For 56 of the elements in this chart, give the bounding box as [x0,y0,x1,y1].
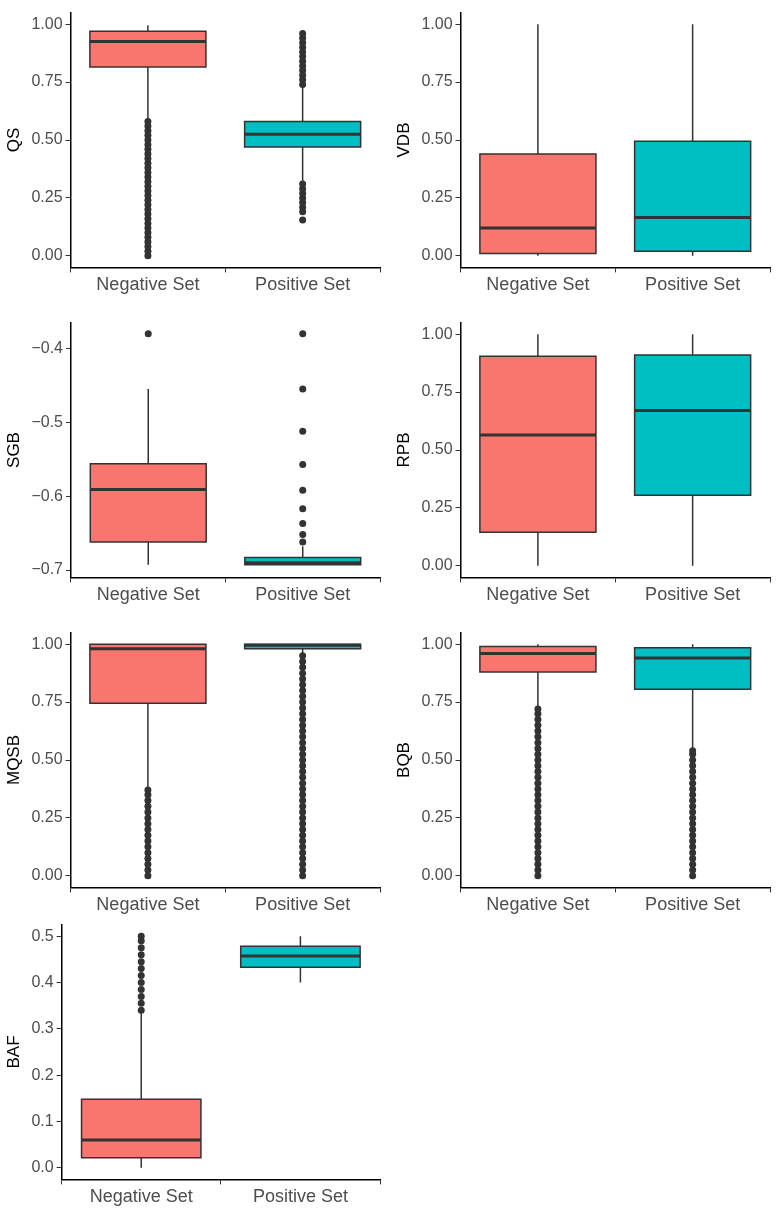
x-tick-label: Positive Set [645,274,741,295]
y-tick-label: 0.75 [31,692,63,710]
y-tick-label: 0.50 [421,750,453,768]
y-tick-label: 0.1 [31,1111,54,1129]
x-tick-label: Negative Set [486,584,590,605]
x-tick-label: Negative Set [486,274,590,295]
y-tick-label: 0.25 [421,808,453,826]
y-tick-label: 0.3 [31,1019,54,1037]
y-axis-title: QS [3,127,23,153]
y-tick-label: 0.50 [31,750,63,768]
y-tick-label: 0.00 [421,556,453,574]
y-tick-label: 0.00 [31,866,63,884]
x-tick-label: Positive Set [252,1186,348,1207]
y-axis-title: VDB [393,122,413,158]
y-tick-label: 0.25 [31,808,63,826]
y-tick-label: 0.25 [31,188,63,206]
y-tick-label: 0.00 [421,866,453,884]
y-tick-label: 0.50 [31,130,63,148]
y-axis-title: BQB [393,742,413,778]
x-tick-label: Positive Set [255,274,351,295]
y-tick-label: 0.00 [421,246,453,264]
x-tick-label: Negative Set [96,894,200,915]
y-tick-label: 0.2 [31,1065,54,1083]
y-tick-label: 0.0 [31,1158,54,1176]
x-tick-label: Negative Set [96,584,200,605]
y-tick-label: 1.00 [421,324,453,342]
y-axis-title: RPB [393,432,413,468]
y-tick-label: −0.4 [31,338,64,356]
y-axis-title: SGB [3,432,23,468]
y-tick-label: −0.5 [31,412,64,430]
y-tick-label: 0.75 [421,382,453,400]
y-tick-label: 0.00 [31,246,63,264]
y-tick-label: 0.25 [421,498,453,516]
y-tick-label: −0.6 [31,486,64,504]
y-tick-label: 0.75 [31,72,63,90]
x-tick-label: Negative Set [96,274,200,295]
y-tick-label: 0.50 [421,130,453,148]
y-tick-label: 1.00 [31,14,63,32]
y-tick-label: 0.4 [31,972,54,990]
y-tick-label: 0.75 [421,72,453,90]
x-tick-label: Positive Set [645,894,741,915]
y-tick-label: 0.75 [421,692,453,710]
y-tick-label: 0.50 [421,440,453,458]
y-axis-title: BAF [3,1035,23,1069]
x-tick-label: Negative Set [486,894,590,915]
y-tick-label: 0.25 [421,188,453,206]
x-tick-label: Positive Set [645,584,741,605]
y-tick-label: 1.00 [421,634,453,652]
y-tick-label: 0.5 [31,926,54,944]
y-tick-label: −0.7 [31,560,64,578]
y-axis-title: MQSB [3,734,23,786]
x-tick-label: Negative Set [89,1186,193,1207]
x-tick-label: Positive Set [255,584,351,605]
y-tick-label: 1.00 [421,14,453,32]
x-tick-label: Positive Set [255,894,351,915]
y-tick-label: 1.00 [31,634,63,652]
